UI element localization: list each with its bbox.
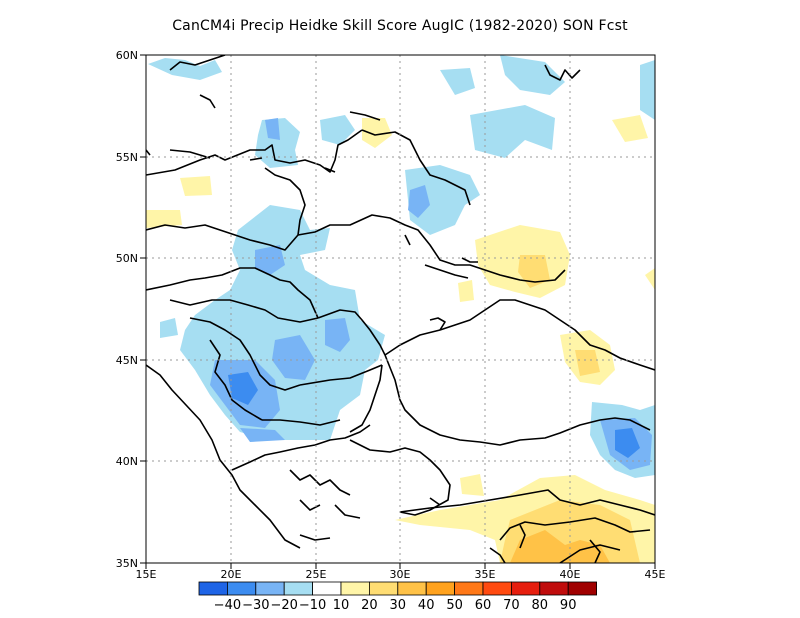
colorbar-swatch bbox=[340, 581, 370, 596]
y-axis-labels: 35N 40N 45N 50N 55N 60N bbox=[116, 49, 138, 570]
y-tick-label: 55N bbox=[116, 151, 138, 164]
negative-skill-regions bbox=[148, 55, 655, 478]
colorbar-label: −10 bbox=[299, 598, 326, 613]
colorbar-swatch bbox=[312, 581, 342, 596]
strong-negative-regions bbox=[228, 372, 640, 458]
colorbar-swatch bbox=[454, 581, 484, 596]
x-tick-label: 15E bbox=[136, 568, 157, 581]
colorbar-swatch bbox=[368, 581, 399, 596]
colorbar bbox=[198, 581, 598, 596]
colorbar-swatch bbox=[226, 581, 257, 596]
colorbar-swatch bbox=[510, 581, 541, 596]
map-title: CanCM4i Precip Heidke Skill Score AugIC … bbox=[172, 18, 628, 34]
colorbar-label: −40 bbox=[214, 598, 241, 613]
colorbar-swatch bbox=[539, 581, 569, 596]
x-tick-label: 45E bbox=[645, 568, 666, 581]
x-tick-label: 30E bbox=[390, 568, 411, 581]
x-tick-label: 25E bbox=[306, 568, 327, 581]
colorbar-label: −20 bbox=[270, 598, 297, 613]
colorbar-swatch bbox=[425, 581, 456, 596]
colorbar-label: 40 bbox=[418, 598, 435, 613]
colorbar-label: 60 bbox=[475, 598, 492, 613]
colorbar-swatch bbox=[567, 581, 598, 596]
colorbar-label: 30 bbox=[390, 598, 407, 613]
colorbar-label: 10 bbox=[333, 598, 350, 613]
colorbar-swatch bbox=[482, 581, 512, 596]
colorbar-label: −30 bbox=[242, 598, 269, 613]
country-borders bbox=[146, 55, 655, 563]
x-tick-label: 40E bbox=[560, 568, 581, 581]
y-tick-label: 35N bbox=[116, 557, 138, 570]
y-tick-label: 60N bbox=[116, 49, 138, 62]
x-axis-labels: 15E 20E 25E 30E 35E 40E 45E bbox=[136, 568, 666, 581]
colorbar-label: 70 bbox=[503, 598, 520, 613]
y-tick-label: 45N bbox=[116, 354, 138, 367]
colorbar-swatch bbox=[397, 581, 427, 596]
y-tick-label: 50N bbox=[116, 252, 138, 265]
axis-tick-marks bbox=[140, 54, 656, 569]
colorbar-labels: −40 −30 −20 −10 10 20 30 40 50 60 70 80 90 bbox=[214, 598, 577, 613]
gridlines bbox=[146, 55, 655, 563]
colorbar-swatch bbox=[198, 581, 228, 596]
colorbar-label: 50 bbox=[446, 598, 463, 613]
colorbar-label: 80 bbox=[532, 598, 549, 613]
y-tick-label: 40N bbox=[116, 455, 138, 468]
shaded-anomaly-layer bbox=[146, 55, 655, 563]
strong-positive-regions bbox=[510, 530, 610, 563]
x-tick-label: 35E bbox=[475, 568, 496, 581]
colorbar-swatch bbox=[255, 581, 285, 596]
colorbar-swatch bbox=[283, 581, 314, 596]
colorbar-label: 20 bbox=[361, 598, 378, 613]
x-tick-label: 20E bbox=[221, 568, 242, 581]
colorbar-label: 90 bbox=[560, 598, 577, 613]
